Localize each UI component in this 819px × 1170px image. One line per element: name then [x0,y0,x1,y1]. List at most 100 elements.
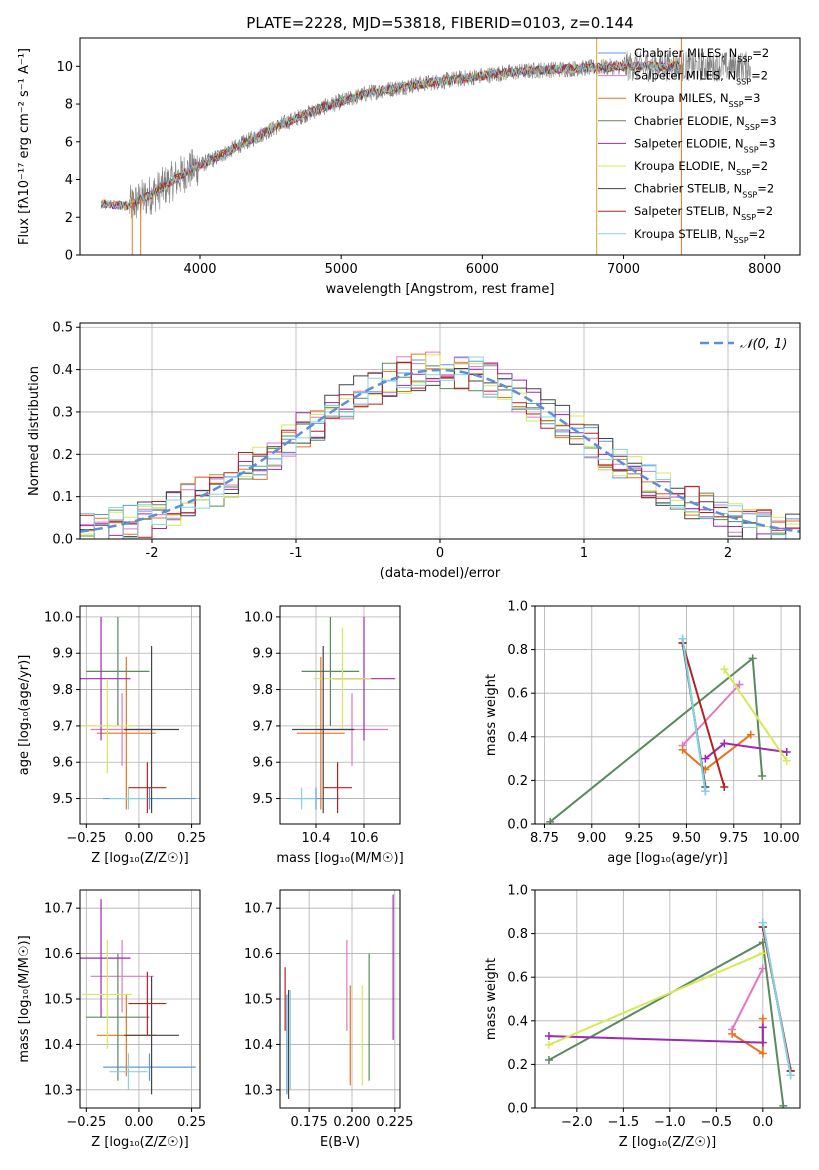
series-marker-chabrier-elodie [758,772,767,781]
model-spectrum-chabrier-stelib [100,60,680,211]
x-tick-label: 0.225 [376,1115,413,1130]
plot-area [544,918,795,1108]
y-tick-label: 10.0 [244,610,273,625]
series-marker-salpeter-stelib [720,782,729,791]
legend-nssp-value: =2 [749,227,766,241]
y-tick-label: 10.5 [44,993,73,1008]
x-tick-label: −0.5 [701,1115,733,1130]
series-line-chabrier-elodie [549,656,764,823]
model-spectrum-chabrier-miles [100,61,680,212]
x-tick-label: −0.25 [66,831,106,846]
legend-entry-salpeter-elodie: Salpeter ELODIE, NSSP=3 [634,136,776,154]
series-marker-chabrier-elodie [544,1056,553,1065]
x-axis-label: Z [log₁₀(Z/Z☉)] [91,1135,188,1150]
normal-curve [80,368,800,533]
x-tick-label: 10.4 [302,831,331,846]
y-tick-label: 0.8 [507,927,528,942]
plot-area [80,899,196,1095]
model-spectrum-salpeter-miles [100,60,680,211]
x-axis-label: age [log₁₀(age/yr)] [607,851,728,866]
y-tick-label: 9.6 [52,756,73,771]
y-tick-label: 0.2 [507,1058,528,1073]
y-tick-label: 0.2 [52,448,73,463]
y-tick-label: 10.6 [244,947,273,962]
x-tick-label: 6000 [466,262,499,277]
series-marker-salpeter-elodie [720,739,729,748]
legend-entry-chabrier-miles: Chabrier MILES, NSSP=2 [634,46,769,64]
legend-model-name: Kroupa ELODIE, N [634,159,736,173]
x-tick-label: 2 [724,546,732,561]
series-marker-kroupa-miles [758,1049,767,1058]
legend-nssp-value: =2 [757,182,774,196]
series-line-salpeter-miles [681,683,741,747]
panel-mass_weight_vs_Z: −2.0 −1.5 −1.0 −0.5 0.0 0.0 0.2 0.4 0.6 0.8 1.0 Z [… [484,884,801,1150]
legend-nssp-sub: SSP [736,77,751,86]
x-axis-label: Z [log₁₀(Z/Z☉)] [619,1135,716,1150]
model-spectrum-kroupa-stelib [100,60,680,211]
panel-age_vs_Z: −0.25 0.00 0.25 9.5 9.6 9.7 9.8 9.9 10.0 Z [log₁₀… [17,605,206,866]
series-line-kroupa-stelib [761,922,792,1076]
legend-nssp-sub: SSP [729,100,744,109]
series-line-salpeter-elodie [704,742,787,760]
series-marker-kroupa-elodie [544,1040,553,1049]
x-tick-label: −0.25 [66,1115,106,1130]
model-spectrum-salpeter-elodie [101,60,680,211]
y-tick-label: 10.7 [244,902,273,917]
y-tick-label: 2 [65,211,73,226]
x-tick-label: 5000 [325,262,358,277]
legend-model-name: Salpeter STELIB, N [634,204,741,218]
legend-entry-salpeter-stelib: Salpeter STELIB, NSSP=2 [634,204,773,222]
series-marker-chabrier-elodie [779,1101,788,1108]
y-tick-label: 9.9 [52,647,73,662]
series-marker-kroupa-stelib [678,634,687,643]
plot-area [100,38,751,255]
x-tick-label: -2 [146,546,159,561]
legend-nssp-value: =3 [759,136,776,150]
legend-model-name: Kroupa MILES, N [634,91,729,105]
y-tick-label: 0.6 [507,687,528,702]
series-line-kroupa-elodie [548,952,764,1046]
y-axis-label: mass [log₁₀(M/M☉)] [17,935,32,1062]
x-tick-label: 8.75 [530,831,559,846]
axes-frame [79,37,801,256]
y-tick-label: 10.3 [44,1083,73,1098]
legend-model-name: Chabrier STELIB, N [634,182,742,196]
x-tick-label: 9.50 [672,831,701,846]
series-marker-kroupa-elodie [758,949,767,958]
plot-area [284,894,394,1099]
histogram-kroupa-stelib [80,356,800,539]
panel-mass_vs_ebv: 0.175 0.200 0.225 10.3 10.4 10.5 10.6 10.7 E(B-V… [244,889,413,1150]
x-tick-label: −2.0 [561,1115,593,1130]
model-spectrum-kroupa-miles [100,60,680,210]
series-line-kroupa-stelib [681,638,707,792]
x-tick-label: 4000 [183,262,216,277]
legend-nssp-value: =3 [744,91,761,105]
panel-age_vs_mass: 10.4 10.6 9.5 9.6 9.7 9.8 9.9 10.0 mass [log₁₀(M… [244,605,404,866]
x-tick-label: 9.75 [719,831,748,846]
y-tick-label: 10.7 [44,902,73,917]
series-marker-kroupa-elodie [782,756,791,765]
legend-entry-kroupa-elodie: Kroupa ELODIE, NSSP=2 [634,159,768,177]
series-line-kroupa-elodie [723,668,788,762]
y-tick-label: 0.0 [507,818,528,833]
axes-frame [279,605,401,825]
legend-nssp-sub: SSP [741,213,756,222]
x-axis-label: (data-model)/error [380,566,501,581]
y-axis-label: age [log₁₀(age/yr)] [17,655,32,776]
x-tick-label: 0.175 [291,1115,328,1130]
series-marker-kroupa-elodie [720,665,729,674]
y-tick-label: 9.6 [252,756,273,771]
legend-nssp-sub: SSP [737,55,752,64]
y-tick-label: 0 [65,249,73,264]
y-tick-label: 9.9 [252,647,273,662]
y-tick-label: 0.2 [507,774,528,789]
panel-mass_weight_vs_age: 8.75 9.00 9.25 9.50 9.75 10.00 0.0 0.2 0.4 0.6 0.8… [484,600,801,866]
axes-frame [534,605,801,825]
y-tick-label: 9.5 [52,792,73,807]
y-tick-label: 10.4 [244,1038,273,1053]
x-tick-label: 10.6 [350,831,379,846]
y-tick-label: 10.4 [44,1038,73,1053]
x-tick-label: 0.25 [177,831,206,846]
series-marker-kroupa-miles [746,730,755,739]
